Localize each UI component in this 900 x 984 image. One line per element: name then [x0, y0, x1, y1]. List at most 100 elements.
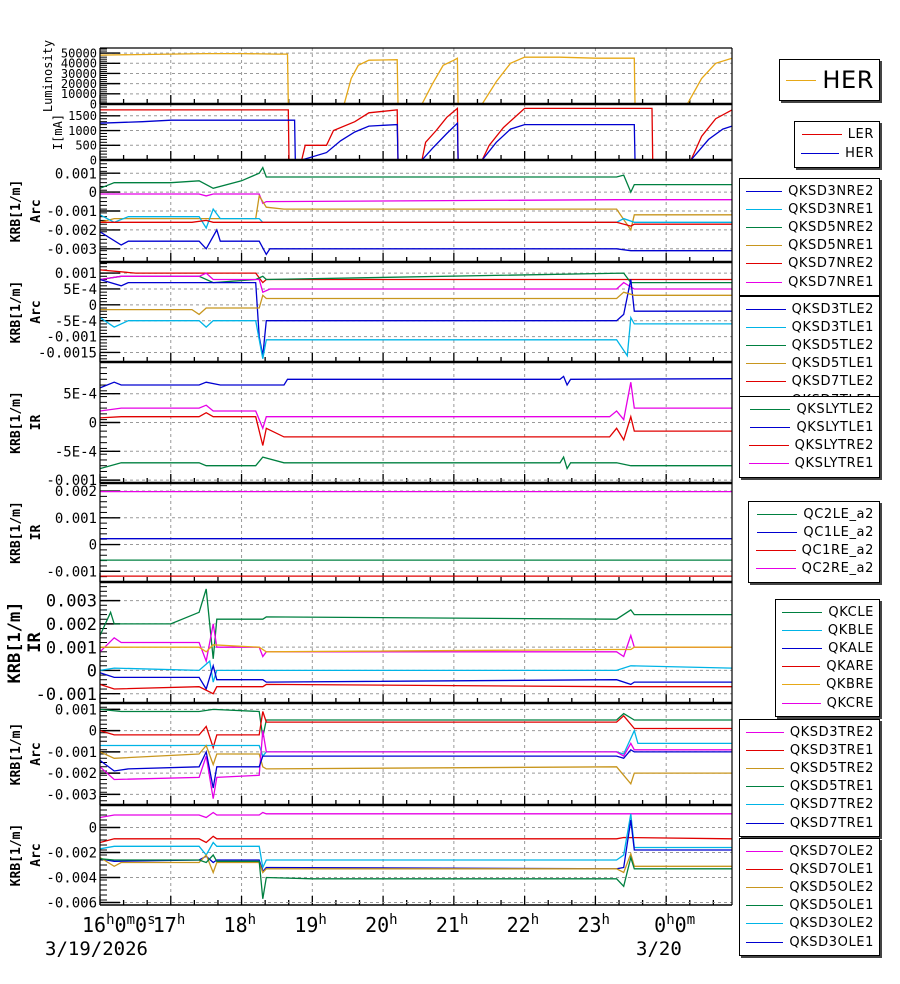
date-label-start: 3/19/2026 [45, 938, 148, 960]
legend-swatch [746, 208, 783, 210]
y-tick-label: 500 [75, 139, 97, 153]
panel-8: 0.001 0 -0.001 -0.002 -0.003 KRB[1/m] Arc [9, 701, 733, 806]
legend-swatch [801, 153, 840, 154]
legend-panel-6: QC2LE_a2 QC1LE_a2 QC1RE_a2 QC2RE_a2 [748, 501, 880, 583]
legend-item: HER [780, 62, 879, 98]
plot-area [100, 160, 732, 262]
y-tick-label: -0.001 [46, 330, 97, 346]
y-axis-label: KRB[1/m] [9, 391, 24, 454]
legend-item: QKBRE [776, 676, 879, 694]
y-tick-label: 1000 [68, 124, 97, 138]
legend-label: QKALE [828, 640, 874, 656]
legend-item: QKCLE [776, 603, 879, 621]
legend-item: QKSD7TRE2 [740, 796, 879, 814]
legend-swatch [750, 408, 791, 410]
legend-label: LER [847, 127, 874, 142]
legend-label: QKSLYTLE1 [796, 419, 874, 435]
legend-item: QKSD3OLE2 [740, 915, 879, 933]
series-line-qksd3nre1 [99, 207, 732, 230]
legend-item: QKARE [776, 658, 879, 676]
series-line-her [99, 52, 733, 105]
series-line-qksd7tle1 [99, 272, 732, 294]
y-tick-label: -0.003 [46, 787, 97, 803]
x-tick-label: 16h0m0s [82, 912, 156, 937]
legend-swatch [746, 941, 784, 943]
series-line-qksd7nre2 [100, 219, 732, 227]
y-tick-label: 0 [89, 298, 97, 314]
plot-area [100, 48, 732, 104]
series-line-qkslytre1 [99, 382, 732, 431]
y-axis-sublabel: IR [25, 632, 45, 653]
legend-item: QC2LE_a2 [749, 505, 879, 523]
legend-label: QC2RE_a2 [801, 561, 874, 577]
legend-swatch [746, 886, 784, 888]
legend-item: QKSD5TLE2 [740, 336, 879, 354]
legend-swatch [755, 568, 796, 570]
x-tick-label: 0h0m [654, 912, 695, 937]
x-tick-label: 21h [436, 912, 469, 937]
y-axis-label: Luminosity [41, 40, 55, 112]
legend-label: QKSD3NRE1 [788, 201, 874, 217]
legend-label: QC1RE_a2 [801, 542, 874, 558]
legend-label: QKSD7OLE2 [789, 843, 874, 859]
series-line-qksd7ole1 [99, 835, 733, 844]
y-axis-label: KRB[1/m] [9, 723, 24, 786]
y-axis-sublabel: Arc [29, 742, 44, 765]
y-tick-label: -0.001 [36, 685, 97, 705]
legend-item: QKSD3TRE1 [740, 741, 879, 759]
y-tick-label: 5E-4 [63, 387, 97, 403]
legend-swatch [757, 531, 798, 533]
y-tick-label: -0.001 [46, 564, 97, 580]
legend-label: QKSD7OLE1 [789, 861, 874, 877]
legend-item: QKSLYTRE2 [740, 436, 879, 454]
legend-item: QKSD7OLE2 [740, 842, 879, 860]
legend-label: QKSD7TLE2 [791, 374, 874, 390]
y-tick-label: 0.001 [55, 511, 97, 527]
panel-6: 0.002 0.001 0 -0.001 KRB[1/m] IR [9, 481, 733, 583]
legend-item: QKSD3TRE2 [740, 723, 879, 741]
legend-panel-7: QKCLE QKBLE QKALE QKARE QKBRE QKCRE [775, 599, 880, 718]
legend-item: QKSD3TLE1 [740, 318, 879, 336]
legend-label: QC2LE_a2 [803, 506, 874, 522]
legend-panel-1: HER [779, 59, 880, 101]
panel-7: 0.003 0.002 0.001 0 -0.001 KRB[1/m] IR [5, 580, 733, 705]
legend-swatch [750, 426, 791, 428]
legend-swatch [782, 702, 821, 704]
y-tick-label: 0.001 [46, 638, 97, 658]
y-tick-label: 0 [89, 416, 97, 432]
y-axis-label: KRB[1/m] [9, 281, 24, 344]
series-line-ler [100, 107, 733, 161]
y-axis-label: KRB[1/m] [9, 180, 24, 243]
legend-item: QKSD7TRE1 [740, 814, 879, 832]
series-line-qksd5tre2 [99, 744, 732, 786]
legend-swatch [801, 134, 842, 135]
legend-label: QKSD5NRE2 [788, 219, 874, 235]
legend-item: QKSD3NRE2 [740, 182, 879, 200]
legend-item: QKSD5NRE2 [740, 218, 879, 236]
legend-swatch [746, 786, 784, 788]
legend-item: QKSD3OLE1 [740, 933, 879, 951]
legend-panel-5: QKSLYTLE2 QKSLYTLE1 QKSLYTRE2 QKSLYTRE1 [739, 396, 880, 478]
legend-swatch [782, 666, 821, 668]
panel-3: 0.001 0 -0.001 -0.002 -0.003 KRB[1/m] Arc [9, 158, 733, 263]
legend-item: QKSD5TRE2 [740, 759, 879, 777]
legend-swatch [746, 381, 786, 383]
legend-swatch [746, 850, 784, 852]
legend-swatch [746, 190, 783, 192]
legend-swatch [782, 647, 823, 649]
legend-label: QKSD5OLE2 [789, 879, 874, 895]
legend-swatch [786, 79, 817, 81]
y-tick-label: 0 [89, 821, 97, 837]
legend-swatch [746, 263, 783, 265]
legend-swatch [757, 513, 798, 515]
series-line-qkare [99, 683, 732, 695]
y-tick-label: -5E-4 [55, 314, 97, 330]
plot-area [100, 805, 732, 905]
series-line-qksd5tre1 [99, 708, 732, 738]
y-tick-label: 10000 [61, 87, 97, 101]
y-tick-label: 0 [89, 538, 97, 554]
panel-5: 5E-4 0 -5E-4 -0.001 KRB[1/m] IR [9, 360, 733, 489]
legend-swatch [746, 344, 786, 346]
legend-swatch [746, 731, 784, 733]
